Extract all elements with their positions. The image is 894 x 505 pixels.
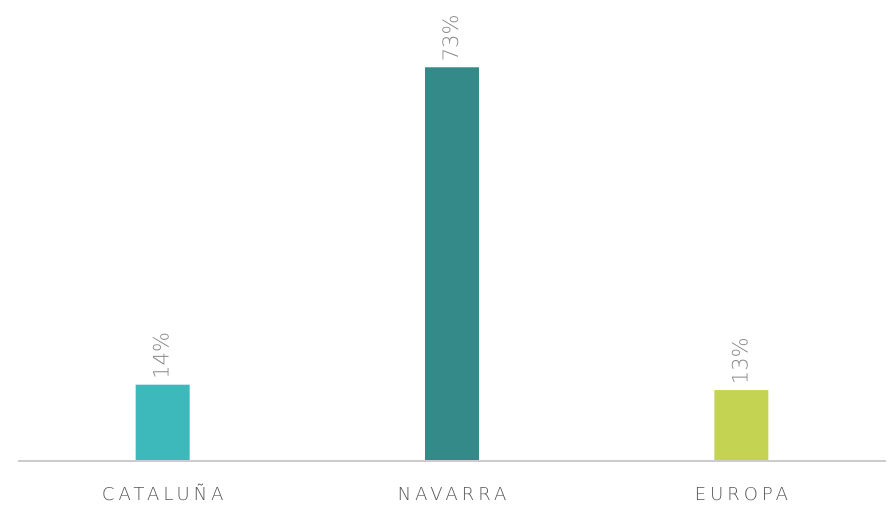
value-label: 73% xyxy=(439,15,463,62)
bar xyxy=(425,67,479,460)
x-tick-label: EUROPA xyxy=(695,484,792,505)
bar xyxy=(135,384,190,460)
x-tick-label: CATALUÑA xyxy=(102,484,227,505)
value-label: 13% xyxy=(728,337,752,384)
value-label: 14% xyxy=(150,332,174,379)
x-tick-label: NAVARRA xyxy=(398,484,511,505)
bar xyxy=(714,390,769,460)
